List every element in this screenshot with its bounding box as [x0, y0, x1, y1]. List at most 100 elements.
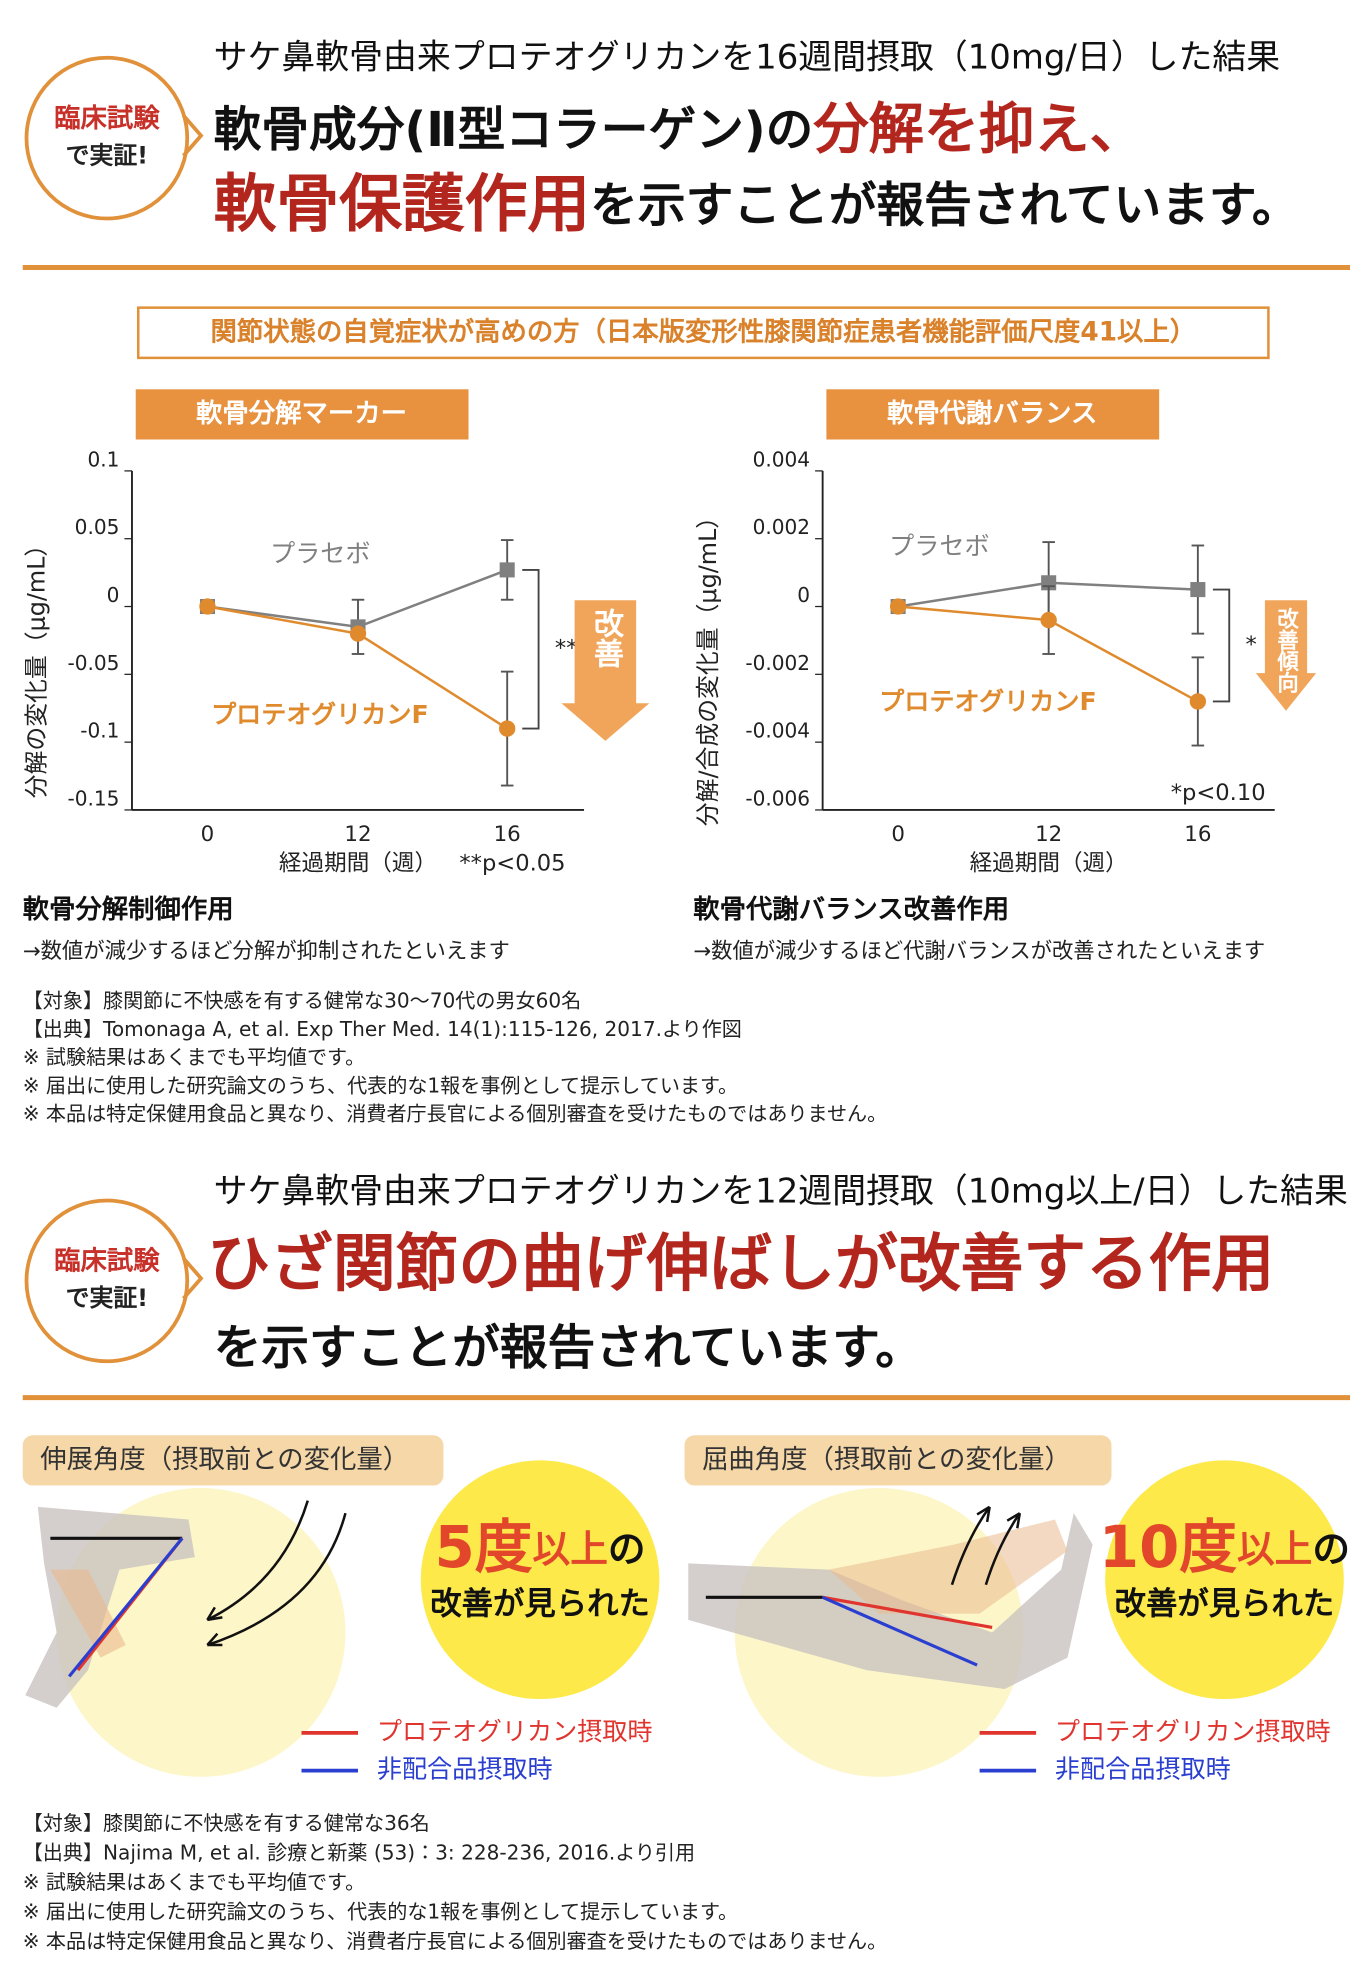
lead: サケ鼻軟骨由来プロテオグリカンを16週間摂取（10mg/日）した結果 — [214, 38, 1281, 77]
motion-arrow — [976, 1505, 991, 1523]
x-tick-label: 16 — [1184, 822, 1211, 847]
improvement-label: 改善傾向 — [1273, 607, 1299, 695]
population-text: 関節状態の自覚症状が高めの方（日本版変形性膝関節症患者機能評価尺度41以上） — [211, 316, 1197, 347]
note-line: ※ 届出に使用した研究論文のうち、代表的な1報を事例として提示しています。 — [23, 1073, 738, 1097]
series-label: プロテオグリカンF — [879, 687, 1097, 716]
note-line: ※ 試験結果はあくまでも平均値です。 — [23, 1045, 365, 1069]
panel-title: 伸展角度（摂取前との変化量） — [40, 1445, 409, 1475]
notes: 【対象】膝関節に不快感を有する健常な36名【出典】Najima M, et al… — [23, 1811, 887, 1953]
angle-line — [822, 1595, 993, 1629]
x-tick-label: 12 — [1035, 822, 1062, 847]
y-tick-label: -0.15 — [67, 786, 119, 810]
y-axis-title: 分解/合成の変化量（μg/mL） — [694, 505, 722, 826]
result-value: 5度以上の — [435, 1512, 646, 1580]
series-label: プロテオグリカンF — [211, 700, 429, 729]
caption-text: →数値が減少するほど分解が抑制されたといえます — [23, 939, 510, 964]
x-axis-title: 経過期間（週） — [970, 850, 1128, 876]
improvement-arrow — [1255, 600, 1317, 711]
chart-title-box — [826, 389, 1160, 440]
series-label: プラセボ — [889, 532, 989, 561]
result-circle — [420, 1460, 660, 1700]
result-text: 改善が見られた — [1115, 1586, 1335, 1622]
headline-emphasis: 軟骨保護作用 — [214, 166, 591, 240]
motion-arrow — [1006, 1512, 1022, 1529]
significance-mark: * — [1246, 632, 1257, 658]
motion-arrow — [984, 1512, 1021, 1586]
headline: を示すことが報告されています。 — [214, 1321, 923, 1376]
y-tick-label: 0 — [797, 583, 810, 607]
note-line: ※ 本品は特定保健用食品と異なり、消費者庁長官による個別審査を受けたものではあり… — [23, 1102, 887, 1126]
improvement-label: 改善 — [588, 607, 623, 668]
leg-illustration — [25, 1506, 195, 1708]
caption-title: 軟骨分解制御作用 — [23, 894, 234, 925]
motion-arrow — [206, 1512, 347, 1647]
data-point — [349, 625, 367, 642]
caption-text: →数値が減少するほど代謝バランスが改善されたといえます — [693, 939, 1265, 964]
badge-pointer — [182, 1257, 204, 1300]
result-unit: 以上 — [533, 1526, 608, 1570]
data-point — [499, 720, 516, 737]
y-tick-label: -0.1 — [80, 719, 119, 743]
headline-emphasis: ひざ関節の曲げ伸ばしが改善する作用 — [207, 1226, 1274, 1300]
panel-title: 屈曲角度（摂取前との変化量） — [702, 1445, 1071, 1475]
note-line: 【出典】Najima M, et al. 診療と新薬 (53)：3: 228-2… — [23, 1841, 695, 1865]
note-line: ※ 試験結果はあくまでも平均値です。 — [23, 1870, 365, 1894]
data-point — [889, 598, 907, 615]
caption-title: 軟骨代謝バランス改善作用 — [693, 894, 1009, 925]
p-value-note: *p<0.10 — [1171, 780, 1266, 806]
legend-label: プロテオグリカン摂取時 — [1055, 1717, 1331, 1746]
motion-arrow — [206, 1606, 223, 1622]
badge-pointer — [182, 114, 204, 157]
p-value-note: **p<0.05 — [459, 850, 565, 876]
x-tick-label: 16 — [494, 822, 521, 847]
result-value: 10度以上の — [1099, 1512, 1350, 1580]
series-label: プラセボ — [270, 539, 370, 568]
lead: サケ鼻軟骨由来プロテオグリカンを12週間摂取（10mg以上/日）した結果 — [214, 1171, 1348, 1210]
note-line: 【対象】膝関節に不快感を有する健常な30〜70代の男女60名 — [23, 989, 582, 1013]
note-line: 【出典】Tomonaga A, et al. Exp Ther Med. 14(… — [23, 1017, 742, 1041]
x-tick-label: 0 — [201, 822, 215, 847]
y-tick-label: 0.05 — [75, 515, 120, 539]
angle-line — [67, 1537, 184, 1678]
badge-circle — [24, 55, 190, 221]
note-line: ※ 届出に使用した研究論文のうち、代表的な1報を事例として提示しています。 — [23, 1900, 738, 1924]
bracket — [1212, 588, 1231, 703]
charts: 軟骨分解マーカー 0.1 0.05 0 -0.05 -0.1 -0.15 0 12 16 経過期間（… — [22, 389, 1317, 876]
badge-text: で実証! — [66, 1284, 148, 1312]
result-number: 5度 — [435, 1512, 533, 1580]
result-circle — [1105, 1460, 1344, 1700]
x-tick-label: 12 — [344, 822, 371, 847]
data-point — [1040, 611, 1057, 629]
y-tick-label: -0.002 — [745, 651, 810, 675]
legend-label: 非配合品摂取時 — [1055, 1755, 1231, 1784]
y-tick-label: -0.004 — [745, 719, 810, 743]
y-tick-label: -0.006 — [745, 786, 810, 810]
population-box — [136, 306, 1270, 360]
data-point — [199, 598, 216, 615]
result-text: 改善が見られた — [430, 1586, 650, 1622]
chart-title: 軟骨分解マーカー — [196, 398, 407, 429]
y-tick-label: 0 — [107, 583, 120, 607]
data-point — [499, 562, 515, 578]
result-unit: 以上 — [1237, 1526, 1312, 1570]
data-point — [1189, 693, 1207, 710]
chart-title: 軟骨代謝バランス — [887, 398, 1097, 429]
result-tail: の — [1312, 1526, 1350, 1570]
legend-label: プロテオグリカン摂取時 — [377, 1717, 653, 1746]
headline-part: 軟骨成分(Ⅱ型コラーゲン)の — [214, 103, 814, 158]
motion-arrow — [206, 1632, 223, 1647]
angle-line — [822, 1595, 978, 1667]
motion-arrow — [950, 1506, 991, 1586]
chart-title-box — [135, 389, 469, 440]
badge-text: 臨床試験 — [54, 104, 160, 134]
y-tick-label: 0.1 — [87, 447, 119, 471]
panel-title-box — [22, 1435, 444, 1486]
x-axis-title: 経過期間（週） — [279, 850, 437, 876]
headline-part: を示すことが報告されています。 — [590, 178, 1299, 233]
y-tick-label: -0.05 — [67, 651, 119, 675]
badge-circle — [24, 1198, 190, 1364]
notes: 【対象】膝関節に不快感を有する健常な30〜70代の男女60名【出典】Tomona… — [23, 989, 887, 1126]
